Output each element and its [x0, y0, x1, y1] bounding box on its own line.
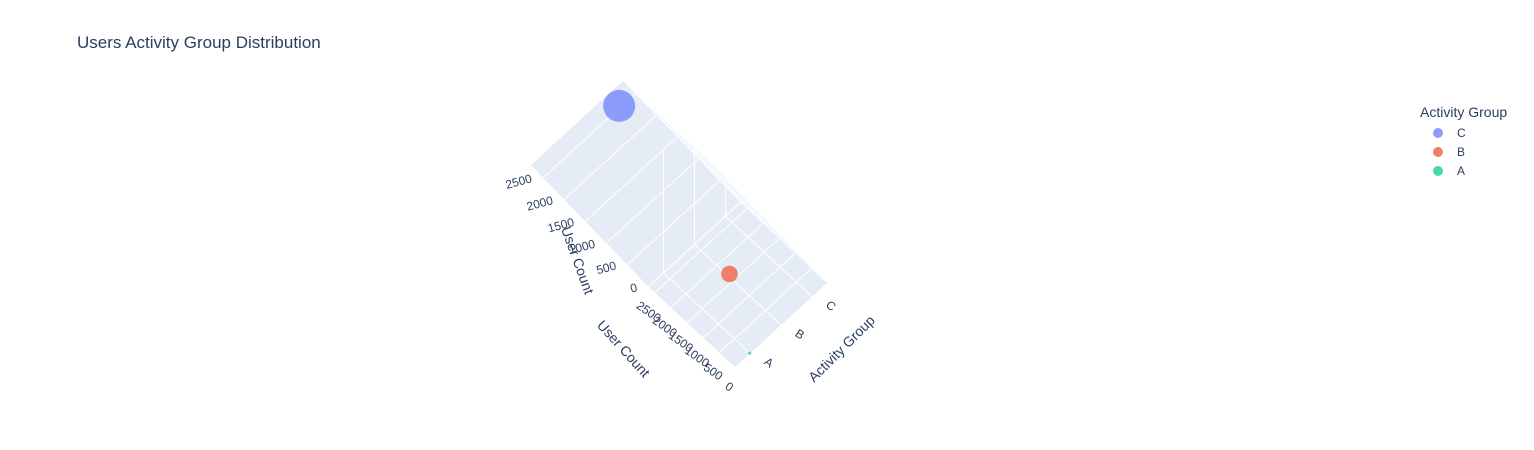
- legend-item-a[interactable]: A: [1420, 161, 1507, 180]
- legend-marker-b: [1433, 146, 1443, 157]
- legend-label-c: C: [1457, 125, 1466, 140]
- legend-marker-c: [1433, 127, 1443, 138]
- legend-label-a: A: [1457, 163, 1466, 178]
- x-axis-title: User Count: [594, 317, 653, 380]
- chart-title: Users Activity Group Distribution: [77, 33, 321, 52]
- back-gridline-z: [626, 179, 808, 266]
- legend: Activity Group C B A: [1420, 104, 1507, 180]
- floor-gridline-y: [694, 244, 782, 326]
- y-tick-label: A: [761, 355, 776, 371]
- z-tick-label: 1500: [546, 215, 576, 236]
- floor-gridline-y: [663, 272, 751, 355]
- back-gridline-z: [563, 114, 745, 201]
- floor-gridline-y: [725, 215, 813, 298]
- back-gridline-z: [647, 201, 829, 288]
- legend-marker-a: [1433, 165, 1443, 176]
- z-tick-label: 2500: [504, 171, 534, 192]
- y-tick-label: B: [792, 326, 807, 342]
- z-tick-label: 1000: [567, 237, 597, 258]
- x-tick-label: 0: [723, 379, 737, 394]
- legend-item-c[interactable]: C: [1420, 123, 1507, 142]
- legend-item-b[interactable]: B: [1420, 142, 1507, 161]
- data-point-c[interactable]: [603, 89, 636, 122]
- y-tick-label: C: [823, 298, 838, 315]
- z-tick-label: 0: [629, 280, 639, 295]
- back-gridline-z: [605, 157, 787, 244]
- z-tick-label: 2000: [525, 193, 555, 214]
- data-point-b[interactable]: [721, 265, 738, 283]
- z-tick-label: 500: [595, 259, 618, 278]
- legend-label-b: B: [1457, 144, 1466, 159]
- back-gridline-z: [542, 92, 723, 179]
- legend-title: Activity Group: [1420, 104, 1508, 120]
- z-axis-title: User Count: [558, 224, 597, 296]
- data-point-a[interactable]: [748, 351, 752, 355]
- back-gridline-z: [584, 135, 766, 223]
- y-axis-title: Activity Group: [805, 312, 878, 385]
